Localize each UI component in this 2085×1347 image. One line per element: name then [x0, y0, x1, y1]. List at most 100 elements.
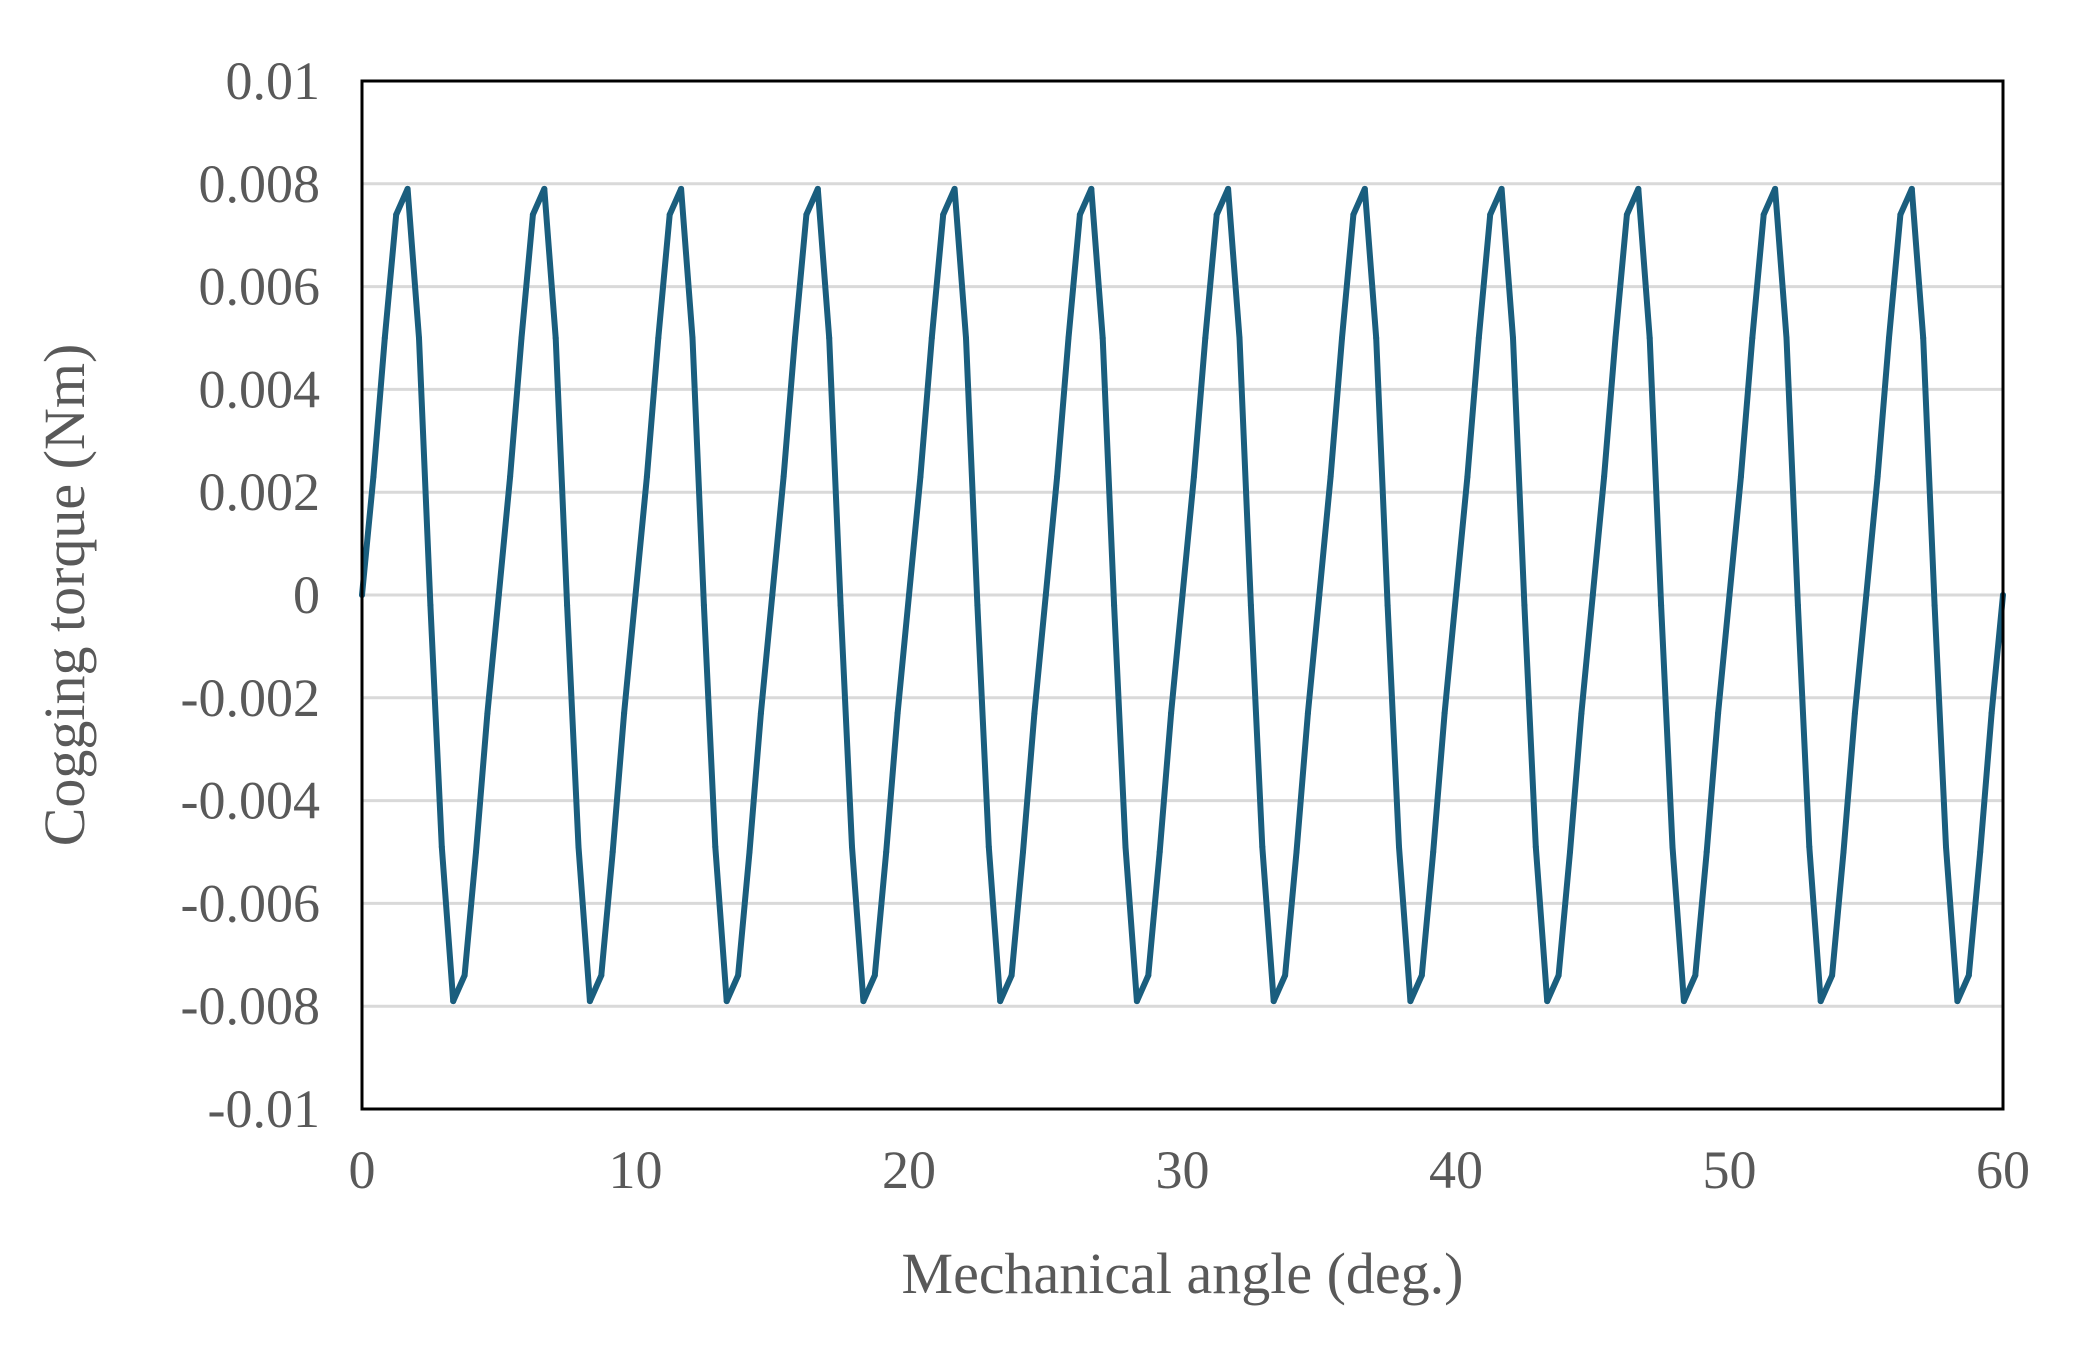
x-tick-label: 0: [349, 1140, 376, 1200]
data-point: [495, 592, 502, 598]
data-point: [1532, 843, 1539, 850]
data-point: [438, 843, 445, 850]
data-point: [564, 602, 571, 609]
y-tick-label: -0.004: [181, 771, 320, 831]
data-point: [712, 843, 719, 850]
data-point: [1122, 843, 1129, 850]
x-tick-label: 30: [1156, 1140, 1210, 1200]
data-point: [1612, 335, 1619, 341]
data-point: [609, 849, 616, 855]
data-point: [393, 211, 400, 218]
data-point: [404, 185, 411, 192]
data-point: [917, 473, 924, 480]
data-point: [1361, 185, 1368, 192]
data-point: [1316, 592, 1323, 598]
data-point: [1863, 592, 1870, 598]
data-point: [518, 335, 525, 341]
x-tick-label: 40: [1429, 1140, 1483, 1200]
data-point: [1897, 211, 1904, 218]
data-point: [370, 473, 377, 480]
x-tick-label: 60: [1976, 1140, 2030, 1200]
data-point: [1817, 998, 1824, 1005]
data-point: [541, 185, 548, 192]
data-point: [1145, 972, 1152, 979]
data-point: [1589, 592, 1596, 598]
y-tick-label: -0.006: [181, 873, 320, 933]
data-point: [997, 998, 1004, 1005]
data-point: [1749, 335, 1756, 341]
data-point: [1190, 473, 1197, 480]
data-point: [769, 592, 776, 598]
data-point: [792, 335, 798, 341]
data-point: [1304, 710, 1311, 717]
x-tick-label: 10: [609, 1140, 663, 1200]
data-point: [803, 211, 810, 218]
data-point: [837, 602, 844, 609]
data-point: [1270, 998, 1277, 1005]
data-point: [1886, 335, 1892, 341]
data-point: [1555, 972, 1562, 979]
x-axis-title: Mechanical angle (deg.): [902, 1241, 1464, 1306]
data-point: [1737, 473, 1744, 480]
data-point: [1384, 602, 1391, 609]
data-point: [906, 592, 912, 598]
data-point: [1783, 335, 1790, 341]
data-point: [1179, 592, 1186, 598]
data-point: [1453, 592, 1459, 598]
data-point: [1293, 849, 1300, 855]
y-tick-label: 0.006: [199, 257, 321, 317]
x-tick-label: 20: [882, 1140, 936, 1200]
data-point: [985, 843, 992, 850]
data-point: [1920, 335, 1927, 341]
data-point: [814, 185, 821, 192]
data-point: [1692, 972, 1699, 979]
data-point: [427, 602, 434, 609]
data-point: [951, 185, 958, 192]
data-point: [1510, 335, 1516, 341]
data-point: [826, 335, 833, 341]
data-point: [883, 849, 890, 855]
data-point: [1680, 998, 1687, 1005]
data-point: [507, 473, 514, 480]
data-point: [1794, 602, 1801, 609]
y-tick-label: 0.008: [199, 154, 321, 214]
data-point: [1772, 185, 1779, 192]
plot-area-border: [360, 79, 2005, 1111]
data-point: [643, 473, 650, 480]
data-point: [1213, 211, 1220, 218]
data-point: [963, 335, 969, 341]
data-point: [1669, 843, 1676, 850]
data-point: [1111, 602, 1118, 609]
data-point: [1521, 602, 1528, 609]
data-point: [381, 335, 388, 341]
data-point: [1851, 710, 1858, 717]
data-point: [746, 849, 753, 855]
data-point: [1954, 998, 1961, 1005]
data-point: [1441, 710, 1448, 717]
data-point: [1133, 998, 1140, 1005]
data-point: [1658, 602, 1665, 609]
data-point: [780, 473, 787, 480]
y-tick-label: 0.004: [199, 359, 321, 419]
data-point: [1703, 849, 1710, 855]
data-point: [1578, 710, 1585, 717]
y-tick-label: 0.01: [226, 51, 321, 111]
data-point: [1327, 473, 1334, 480]
data-point: [1601, 473, 1608, 480]
data-point: [1487, 211, 1494, 218]
y-axis-tick-labels: 0.01 0.008 0.006 0.004 0.002 0 -0.002 -0.004 -0.…: [181, 51, 320, 1139]
data-point: [1054, 473, 1061, 480]
data-point: [1259, 843, 1266, 850]
data-point: [655, 335, 662, 341]
data-point: [1065, 335, 1072, 341]
data-point: [1418, 972, 1425, 979]
data-point: [450, 998, 457, 1005]
y-tick-label: 0.002: [199, 462, 321, 522]
data-point: [1760, 211, 1767, 218]
x-tick-label: 50: [1703, 1140, 1757, 1200]
data-point: [860, 998, 867, 1005]
data-point: [1464, 473, 1471, 480]
data-point: [1225, 185, 1232, 192]
